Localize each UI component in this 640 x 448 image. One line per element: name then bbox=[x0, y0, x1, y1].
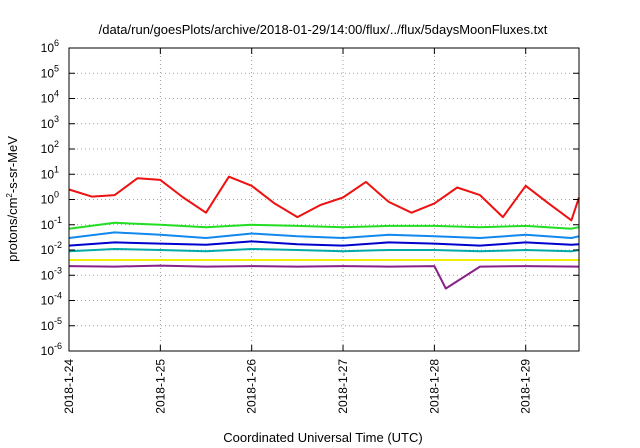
series-line bbox=[68, 240, 580, 247]
y-axis-label-prefix: protons/cm bbox=[5, 198, 20, 262]
y-tick-label: 10-5 bbox=[41, 316, 62, 333]
series-line bbox=[68, 175, 580, 222]
y-tick-label: 10-3 bbox=[41, 265, 62, 282]
axis-ticks: 10-6 10-5 10-4 10-3 10-2 10-1 100 101 102 103 104 1… bbox=[41, 38, 579, 414]
y-tick-label: 100 bbox=[41, 190, 59, 207]
y-tick-label: 10-6 bbox=[41, 341, 62, 358]
y-tick-label: 102 bbox=[41, 139, 59, 156]
x-tick-label: 2018-1-26 bbox=[245, 359, 259, 414]
y-axis-label: protons/cm2-s-sr-MeV bbox=[5, 136, 20, 262]
series-line bbox=[68, 221, 580, 230]
y-axis-label-sup: 2 bbox=[5, 193, 14, 198]
series-line bbox=[68, 264, 580, 290]
grid-lines bbox=[69, 48, 579, 351]
series-line bbox=[68, 248, 580, 253]
x-axis-label: Coordinated Universal Time (UTC) bbox=[223, 430, 422, 445]
x-tick-label: 2018-1-28 bbox=[427, 359, 441, 414]
x-tick-label: 2018-1-29 bbox=[519, 359, 533, 414]
series-line bbox=[68, 231, 580, 239]
chart-title: /data/run/goesPlots/archive/2018-01-29/1… bbox=[99, 22, 548, 37]
y-tick-label: 106 bbox=[41, 38, 59, 55]
y-axis-label-suffix: -s-sr-MeV bbox=[5, 136, 20, 193]
y-tick-label: 105 bbox=[41, 63, 59, 80]
x-tick-label: 2018-1-24 bbox=[62, 359, 76, 414]
y-tick-label: 101 bbox=[41, 164, 59, 181]
y-tick-label: 103 bbox=[41, 114, 59, 131]
x-tick-label: 2018-1-25 bbox=[153, 359, 167, 414]
data-series bbox=[68, 175, 580, 290]
y-tick-label: 10-1 bbox=[41, 215, 62, 232]
x-tick-label: 2018-1-27 bbox=[336, 359, 350, 414]
y-tick-label: 10-2 bbox=[41, 240, 62, 257]
y-tick-label: 10-4 bbox=[41, 291, 62, 308]
y-tick-label: 104 bbox=[41, 89, 59, 106]
